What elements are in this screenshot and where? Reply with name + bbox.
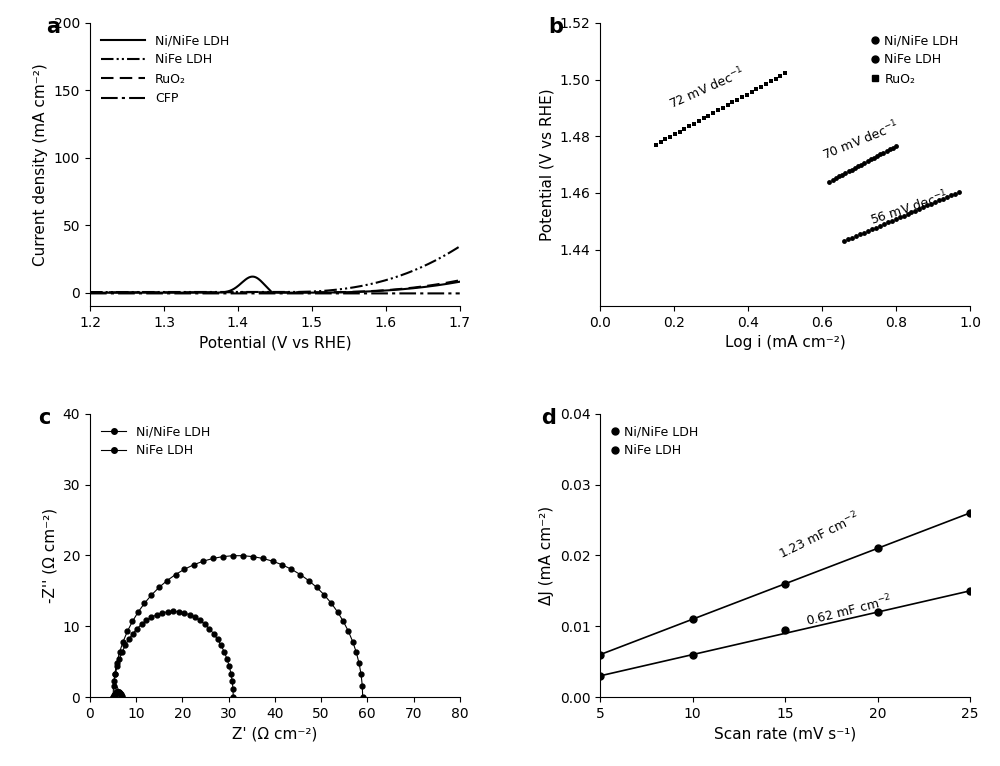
Legend: Ni/NiFe LDH, NiFe LDH: Ni/NiFe LDH, NiFe LDH: [96, 420, 216, 463]
Text: b: b: [548, 18, 563, 38]
X-axis label: Potential (V vs RHE): Potential (V vs RHE): [199, 336, 351, 351]
Y-axis label: Potential (V vs RHE): Potential (V vs RHE): [539, 88, 554, 241]
Text: a: a: [46, 18, 60, 38]
Legend: Ni/NiFe LDH, NiFe LDH: Ni/NiFe LDH, NiFe LDH: [607, 420, 703, 463]
Text: 56 mV dec$^{-1}$: 56 mV dec$^{-1}$: [868, 188, 951, 228]
Y-axis label: -Z'' (Ω cm⁻²): -Z'' (Ω cm⁻²): [42, 508, 57, 603]
Text: 70 mV dec$^{-1}$: 70 mV dec$^{-1}$: [820, 117, 902, 163]
Text: c: c: [38, 408, 51, 428]
X-axis label: Log i (mA cm⁻²): Log i (mA cm⁻²): [725, 336, 846, 351]
Y-axis label: ΔJ (mA cm⁻²): ΔJ (mA cm⁻²): [539, 506, 554, 605]
X-axis label: Z' (Ω cm⁻²): Z' (Ω cm⁻²): [232, 726, 318, 741]
Legend: Ni/NiFe LDH, NiFe LDH, RuO₂: Ni/NiFe LDH, NiFe LDH, RuO₂: [867, 29, 964, 90]
Text: d: d: [541, 408, 556, 428]
Legend: Ni/NiFe LDH, NiFe LDH, RuO₂, CFP: Ni/NiFe LDH, NiFe LDH, RuO₂, CFP: [96, 29, 234, 110]
Text: 0.62 mF cm$^{-2}$: 0.62 mF cm$^{-2}$: [804, 592, 893, 629]
Text: 72 mV dec$^{-1}$: 72 mV dec$^{-1}$: [667, 64, 748, 113]
Y-axis label: Current density (mA cm⁻²): Current density (mA cm⁻²): [33, 64, 48, 266]
X-axis label: Scan rate (mV s⁻¹): Scan rate (mV s⁻¹): [714, 726, 856, 741]
Text: 1.23 mF cm$^{-2}$: 1.23 mF cm$^{-2}$: [776, 509, 862, 562]
